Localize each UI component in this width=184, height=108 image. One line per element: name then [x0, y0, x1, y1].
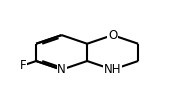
Text: NH: NH [104, 63, 121, 76]
Text: N: N [57, 63, 66, 76]
Text: O: O [108, 29, 117, 42]
Text: F: F [20, 59, 27, 72]
